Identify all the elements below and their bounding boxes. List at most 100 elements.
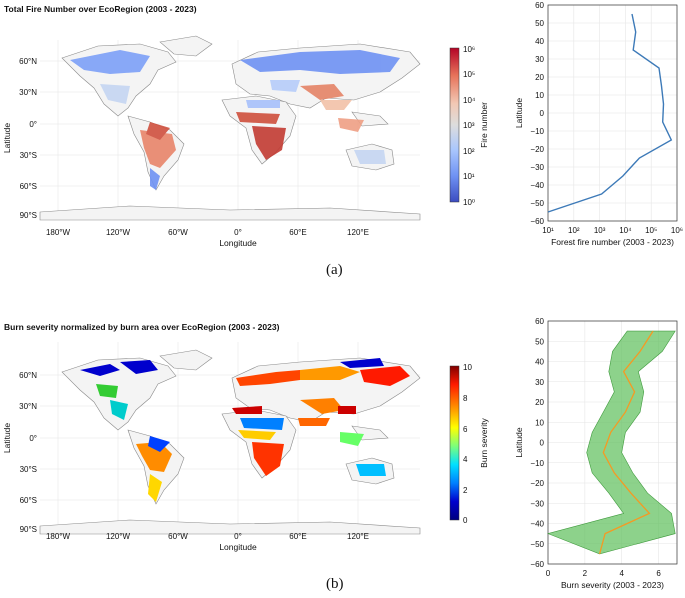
panel-b-tag: (b) — [326, 576, 344, 592]
chart-a-ylabel: Latitude — [514, 98, 524, 129]
map-b-lat-tick: 90°S — [20, 525, 37, 534]
map-a-colorbar-label: Fire number — [479, 102, 489, 148]
map-b-ecoregions — [80, 358, 410, 502]
chart-b-y-tick: −50 — [530, 540, 544, 549]
map-b-xlabel: Longitude — [219, 542, 257, 552]
chart-b-x-tick: 0 — [546, 569, 551, 578]
chart-b-y-tick: 40 — [535, 358, 544, 367]
chart-a-y-tick: 40 — [535, 37, 544, 46]
map-a-title: Total Fire Number over EcoRegion (2003 -… — [4, 4, 197, 14]
fire-number-map: 180°W 120°W 60°W 0° 60°E 120°E Longitude… — [2, 35, 489, 248]
chart-a-y-tick: 50 — [535, 19, 544, 28]
map-b-lat-tick: 60°S — [20, 496, 37, 505]
map-a-cbar-tick: 10² — [463, 147, 475, 156]
map-a-lat-tick: 90°S — [20, 211, 37, 220]
chart-a-y-tick: −40 — [530, 181, 544, 190]
map-b-lat-tick: 60°N — [19, 371, 37, 380]
map-b-lon-tick: 180°W — [46, 532, 71, 541]
chart-b-spread-band — [547, 330, 676, 555]
map-a-lon-tick: 180°W — [46, 228, 71, 237]
chart-a-y-tick: −20 — [530, 145, 544, 154]
map-b-lon-tick: 60°W — [168, 532, 188, 541]
map-b-title: Burn severity normalized by burn area ov… — [4, 322, 280, 332]
map-b-lon-tick: 120°W — [106, 532, 131, 541]
map-a-colorbar — [449, 47, 460, 203]
map-b-lat-tick: 30°N — [19, 402, 37, 411]
burn-severity-map: 180°W 120°W 60°W 0° 60°E 120°E Longitude… — [2, 342, 489, 552]
map-b-cbar-tick: 0 — [463, 516, 468, 525]
map-a-lon-tick: 60°E — [289, 228, 306, 237]
map-a-cbar-tick: 10⁵ — [463, 70, 475, 79]
map-a-lat-tick: 60°N — [19, 57, 37, 66]
chart-a-y-tick: −50 — [530, 199, 544, 208]
chart-a-x-tick: 10¹ — [542, 226, 554, 235]
chart-a-x-tick: 10⁴ — [619, 226, 632, 235]
chart-a-x-tick: 10³ — [594, 226, 606, 235]
map-a-cbar-tick: 10³ — [463, 121, 475, 130]
map-a-lat-tick: 60°S — [20, 182, 37, 191]
chart-b-y-tick: 50 — [535, 337, 544, 346]
chart-a-y-tick: 20 — [535, 73, 544, 82]
chart-b-y-tick: 10 — [535, 418, 544, 427]
chart-a-y-tick: −10 — [530, 127, 544, 136]
chart-a-x-tick: 10⁶ — [671, 226, 683, 235]
map-b-cbar-tick: 10 — [463, 363, 472, 372]
map-b-lat-tick: 30°S — [20, 465, 37, 474]
map-b-ylabel: Latitude — [2, 423, 12, 454]
chart-b-x-tick: 2 — [583, 569, 588, 578]
map-a-cbar-tick: 10⁴ — [463, 96, 476, 105]
chart-b-frame — [547, 320, 678, 565]
chart-b-y-tick: 60 — [535, 317, 544, 326]
chart-a-x-tick: 10² — [568, 226, 580, 235]
map-b-cbar-tick: 4 — [463, 455, 468, 464]
map-a-lat-tick: 30°S — [20, 151, 37, 160]
chart-b-y-tick: −30 — [530, 499, 544, 508]
map-a-lon-tick: 120°W — [106, 228, 131, 237]
map-b-land-group — [39, 349, 421, 535]
chart-a-y-tick: 10 — [535, 91, 544, 100]
map-b-cbar-tick: 2 — [463, 486, 468, 495]
map-a-ylabel: Latitude — [2, 123, 12, 154]
chart-b-y-tick: 30 — [535, 378, 544, 387]
chart-b-xlabel: Burn severity (2003 - 2023) — [561, 580, 664, 590]
map-a-cbar-tick: 10⁰ — [463, 198, 475, 207]
chart-b-mean-line — [598, 330, 654, 555]
map-a-lon-tick: 0° — [234, 228, 242, 237]
map-a-xlabel: Longitude — [219, 238, 257, 248]
map-a-cbar-tick: 10¹ — [463, 172, 475, 181]
map-b-cbar-tick: 6 — [463, 425, 468, 434]
chart-a-y-tick: −30 — [530, 163, 544, 172]
chart-a-frame — [547, 4, 678, 222]
chart-a-series-line — [547, 13, 673, 213]
chart-b-y-tick: −10 — [530, 459, 544, 468]
map-a-lon-tick: 120°E — [347, 228, 369, 237]
chart-a-y-tick: 30 — [535, 55, 544, 64]
map-b-cbar-tick: 8 — [463, 394, 468, 403]
chart-b-x-tick: 6 — [656, 569, 661, 578]
chart-a-y-tick: 60 — [535, 1, 544, 10]
chart-b-y-tick: −60 — [530, 560, 544, 569]
chart-a-xlabel: Forest fire number (2003 - 2023) — [551, 237, 674, 247]
panel-a-tag: (a) — [326, 262, 343, 278]
map-b-lon-tick: 120°E — [347, 532, 369, 541]
chart-b-y-tick: 20 — [535, 398, 544, 407]
map-a-lat-tick: 0° — [29, 120, 37, 129]
chart-a-y-tick: −60 — [530, 217, 544, 226]
chart-b-y-tick: −40 — [530, 520, 544, 529]
map-b-lat-tick: 0° — [29, 434, 37, 443]
map-a-cbar-tick: 10⁶ — [463, 45, 475, 54]
map-b-colorbar-label: Burn severity — [479, 417, 489, 467]
map-a-lat-tick: 30°N — [19, 88, 37, 97]
map-a-ecoregions — [70, 50, 400, 190]
chart-b-x-tick: 4 — [619, 569, 624, 578]
chart-b-ylabel: Latitude — [514, 427, 524, 458]
chart-a-y-tick: 0 — [540, 109, 545, 118]
map-b-lon-tick: 0° — [234, 532, 242, 541]
chart-b-y-tick: −20 — [530, 479, 544, 488]
map-b-colorbar — [449, 365, 460, 521]
map-b-lon-tick: 60°E — [289, 532, 306, 541]
chart-a-x-tick: 10⁵ — [645, 226, 657, 235]
map-a-lon-tick: 60°W — [168, 228, 188, 237]
chart-b-y-tick: 0 — [540, 439, 545, 448]
